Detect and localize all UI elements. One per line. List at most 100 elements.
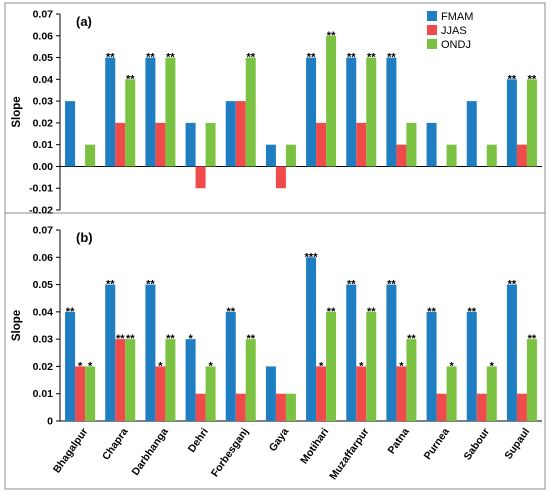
panel-a-significance-mark: ** [347,52,356,64]
panel-a-bar-fmam [386,57,397,167]
panel-b-significance-mark: ** [166,333,175,345]
panel-b-bar-ondj [125,339,136,421]
panel-a-bar-ondj [486,144,497,167]
panel-b-bar-ondj [446,366,457,421]
panel-b-significance-mark: ** [508,279,517,291]
panel-b-significance-mark: * [490,360,495,372]
panel-b-significance-mark: ** [367,306,376,318]
panel-b-bar-fmam [306,257,317,421]
panel-b-significance-mark: ** [116,333,125,345]
panel-b-significance-mark: ** [327,306,336,318]
panel-b-frame [4,212,546,490]
panel-b-bar-jjas [155,366,166,421]
panel-b-bar-fmam [346,284,357,421]
panel-b-bar-ondj [366,311,377,421]
panel-a-y-tick-label: 0.01 [33,139,54,151]
panel-b-bar-jjas [235,393,246,421]
panel-b-y-tick-label: 0.02 [33,361,54,373]
panel-b-bar-jjas [275,393,286,421]
panel-a-bar-ondj [205,122,216,167]
panel-b-bar-fmam [466,311,477,421]
panel-a-label: (a) [76,14,92,29]
panel-b-y-tick-label: 0.05 [33,279,54,291]
panel-b-bar-fmam [225,311,236,421]
legend-swatch-ondj [427,39,437,49]
panel-a-bar-ondj [526,79,537,167]
panel-a-significance-mark: ** [367,52,376,64]
panel-a-y-tick-label: 0.07 [33,9,54,21]
panel-b-bar-ondj [245,339,256,421]
panel-b-significance-mark: ** [387,279,396,291]
panel-b-significance-mark: * [208,360,213,372]
panel-b-bar-fmam [506,284,517,421]
panel-a-bar-jjas [316,122,327,167]
panel-b-significance-mark: ** [407,333,416,345]
panel-a-bar-ondj [406,122,417,167]
panel-a-y-tick-label: 0.04 [33,74,54,86]
panel-b-y-tick-label: 0.03 [33,334,54,346]
panel-b-bar-fmam [265,366,276,421]
panel-a-bar-ondj [85,144,96,167]
panel-a-bar-fmam [506,79,517,167]
panel-b-category-label: Dehri [186,426,211,455]
panel-b-category-label: Sabour [462,426,493,463]
panel-b-significance-mark: * [158,360,163,372]
panel-b-significance-mark: * [88,360,93,372]
panel-b-bar-jjas [356,366,367,421]
panel-a-significance-mark: ** [327,30,336,42]
panel-a-bar-jjas [235,101,246,167]
panel-b-category-label: Muzaffarpur [327,426,371,482]
panel-a-bar-jjas [195,166,206,189]
panel-a-bar-fmam [346,57,357,167]
panel-b-bar-jjas [316,366,327,421]
panel-a-bar-jjas [396,144,407,167]
panel-b-significance-mark: ** [467,306,476,318]
panel-a-y-tick-label: 0.00 [33,161,54,173]
panel-a: -0.02 -0.01 0.00 0.01 0.02 0.03 0.04 0.05 0.06 0.… [11,9,542,217]
panel-a-bar-jjas [356,122,367,167]
panel-a-bar-fmam [426,122,437,167]
panel-a-significance-mark: ** [126,73,135,85]
panel-b-significance-mark: ** [66,306,75,318]
panel-b-bar-ondj [285,393,296,421]
panel-b-bar-ondj [165,339,176,421]
panel-b-bar-fmam [426,311,437,421]
panel-a-bar-fmam [185,122,196,167]
panel-b-y-tick-label: 0.01 [33,388,54,400]
panel-b-significance-mark: * [188,333,193,345]
panel-a-bar-fmam [105,57,116,167]
panel-a-y-tick-label: 0.03 [33,96,54,108]
panel-b-bar-ondj [85,366,96,421]
panel-a-significance-mark: ** [387,52,396,64]
panel-b-significance-mark: * [359,360,364,372]
panel-a-bar-jjas [115,122,126,167]
panel-a-y-tick-label: -0.01 [29,183,53,195]
panel-a-y-axis-title: Slope [11,96,23,127]
legend-swatch-fmam [427,11,437,21]
panel-b-bar-ondj [526,339,537,421]
panel-a-bar-ondj [245,57,256,167]
panel-b-bar-jjas [396,366,407,421]
panel-b-bar-jjas [195,393,206,421]
panel-b-category-label: Gaya [267,426,292,454]
panel-b: 00.010.020.030.040.050.060.07Slope(b)***… [11,225,542,482]
panel-b-label: (b) [76,230,93,245]
panel-b-significance-mark: ** [347,279,356,291]
panel-b-bar-ondj [205,366,216,421]
panel-a-bar-ondj [125,79,136,167]
panel-b-category-label: Forbesganj [209,426,251,479]
panel-b-significance-mark: ** [246,333,255,345]
panel-a-significance-mark: ** [166,52,175,64]
panel-b-y-tick-label: 0.07 [33,225,54,237]
panel-b-bar-ondj [406,339,417,421]
panel-b-category-label: Motihari [298,426,331,466]
panel-a-significance-mark: ** [508,73,517,85]
panel-a-bar-jjas [516,144,527,167]
panel-b-category-label: Supaul [502,426,532,462]
panel-b-significance-mark: ** [146,279,155,291]
panel-b-significance-mark: * [449,360,454,372]
panel-b-bar-fmam [185,339,196,421]
panel-a-bar-jjas [275,166,286,189]
